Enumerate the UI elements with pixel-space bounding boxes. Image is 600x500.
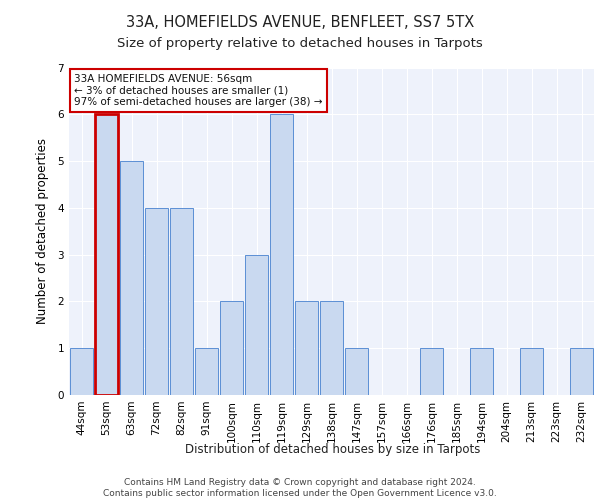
Bar	[295, 302, 319, 395]
Bar	[520, 348, 544, 395]
Bar	[145, 208, 169, 395]
Bar	[419, 348, 443, 395]
Text: 33A, HOMEFIELDS AVENUE, BENFLEET, SS7 5TX: 33A, HOMEFIELDS AVENUE, BENFLEET, SS7 5T…	[126, 15, 474, 30]
Bar	[119, 161, 143, 395]
Bar	[194, 348, 218, 395]
Bar	[95, 114, 118, 395]
Bar	[245, 254, 268, 395]
Text: Contains HM Land Registry data © Crown copyright and database right 2024.
Contai: Contains HM Land Registry data © Crown c…	[103, 478, 497, 498]
Text: Size of property relative to detached houses in Tarpots: Size of property relative to detached ho…	[117, 38, 483, 51]
Bar	[269, 114, 293, 395]
Bar	[220, 302, 244, 395]
Bar	[70, 348, 94, 395]
Y-axis label: Number of detached properties: Number of detached properties	[36, 138, 49, 324]
Bar	[320, 302, 343, 395]
Text: 33A HOMEFIELDS AVENUE: 56sqm
← 3% of detached houses are smaller (1)
97% of semi: 33A HOMEFIELDS AVENUE: 56sqm ← 3% of det…	[74, 74, 323, 108]
Text: Distribution of detached houses by size in Tarpots: Distribution of detached houses by size …	[185, 442, 481, 456]
Bar	[569, 348, 593, 395]
Bar	[470, 348, 493, 395]
Bar	[170, 208, 193, 395]
Bar	[344, 348, 368, 395]
